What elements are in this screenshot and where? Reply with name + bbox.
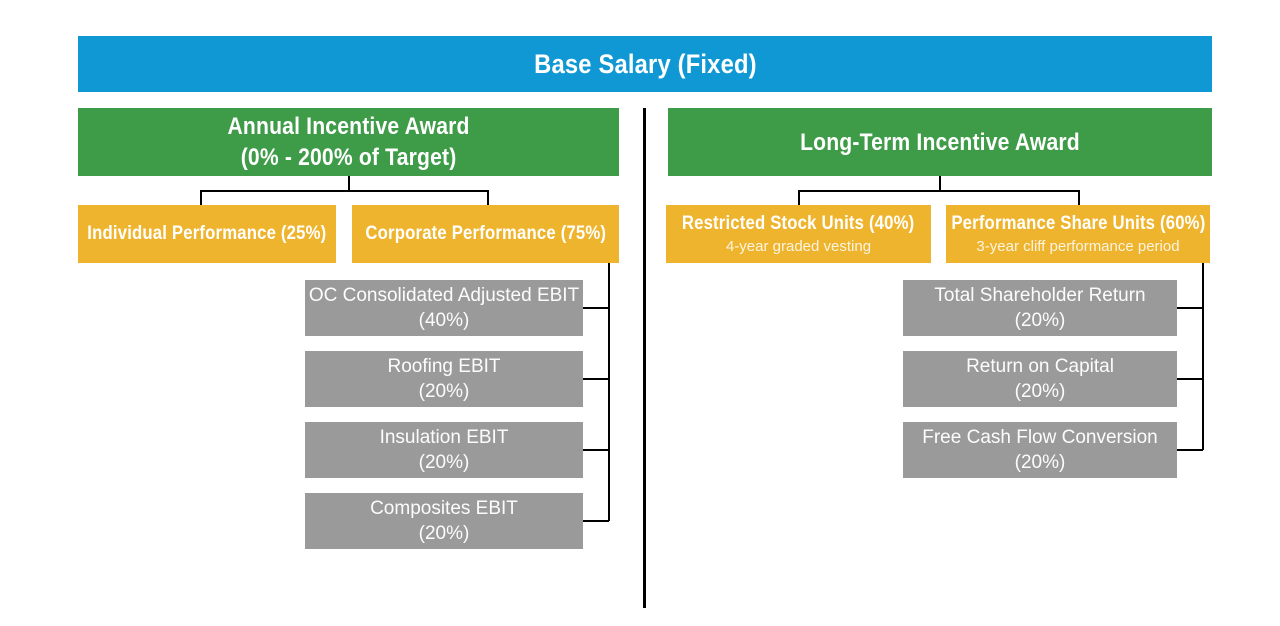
connector-line xyxy=(798,190,800,205)
metric-weight: (20%) xyxy=(418,452,470,473)
connector-line xyxy=(487,190,489,205)
metric-label: Roofing EBIT xyxy=(387,356,501,377)
metric-weight: (20%) xyxy=(418,523,470,544)
metric-box-total-shareholder-return: Total Shareholder Return (20%) xyxy=(903,280,1177,336)
connector-line xyxy=(1177,378,1203,380)
metric-box-roofing-ebit: Roofing EBIT (20%) xyxy=(305,351,583,407)
corporate-performance-box: Corporate Performance (75%) xyxy=(352,205,619,263)
individual-performance-box: Individual Performance (25%) xyxy=(78,205,336,263)
metric-weight: (20%) xyxy=(1014,381,1066,402)
connector-line xyxy=(200,190,202,205)
metric-label: Total Shareholder Return xyxy=(934,285,1146,306)
metric-weight: (20%) xyxy=(1014,310,1066,331)
metric-box-free-cash-flow-conversion: Free Cash Flow Conversion (20%) xyxy=(903,422,1177,478)
restricted-stock-units-box: Restricted Stock Units (40%) 4-year grad… xyxy=(666,205,931,263)
restricted-stock-units-label: Restricted Stock Units (40%) xyxy=(682,213,915,234)
performance-share-units-label: Performance Share Units (60%) xyxy=(950,213,1206,234)
connector-line xyxy=(1177,307,1203,309)
base-salary-label: Base Salary (Fixed) xyxy=(533,48,757,79)
metric-box-composites-ebit: Composites EBIT (20%) xyxy=(305,493,583,549)
long-term-incentive-award-box: Long-Term Incentive Award xyxy=(668,108,1212,176)
connector-line xyxy=(583,378,609,380)
connector-line xyxy=(200,190,488,192)
metric-box-oc-consolidated-adjusted-ebit: OC Consolidated Adjusted EBIT (40%) xyxy=(305,280,583,336)
metric-label: Composites EBIT xyxy=(370,498,518,519)
connector-line xyxy=(798,190,1078,192)
metric-label: Insulation EBIT xyxy=(379,427,509,448)
annual-incentive-award-box: Annual Incentive Award (0% - 200% of Tar… xyxy=(78,108,619,176)
annual-incentive-subtitle: (0% - 200% of Target) xyxy=(240,144,457,171)
section-divider-line xyxy=(643,108,646,608)
connector-line xyxy=(583,307,609,309)
connector-line xyxy=(583,520,609,522)
base-salary-bar: Base Salary (Fixed) xyxy=(78,36,1212,92)
metric-weight: (20%) xyxy=(418,381,470,402)
metric-box-return-on-capital: Return on Capital (20%) xyxy=(903,351,1177,407)
metric-label: Free Cash Flow Conversion xyxy=(922,427,1158,448)
metric-box-insulation-ebit: Insulation EBIT (20%) xyxy=(305,422,583,478)
connector-line xyxy=(1078,190,1080,205)
performance-share-units-box: Performance Share Units (60%) 3-year cli… xyxy=(946,205,1210,263)
long-term-incentive-title: Long-Term Incentive Award xyxy=(800,128,1080,156)
performance-share-units-sub: 3-year cliff performance period xyxy=(976,238,1180,255)
connector-line xyxy=(583,449,609,451)
individual-performance-label: Individual Performance (25%) xyxy=(87,223,327,244)
metric-label: OC Consolidated Adjusted EBIT xyxy=(308,285,580,306)
metric-weight: (40%) xyxy=(418,310,470,331)
corporate-performance-label: Corporate Performance (75%) xyxy=(365,223,606,244)
metric-weight: (20%) xyxy=(1014,452,1066,473)
restricted-stock-units-sub: 4-year graded vesting xyxy=(725,238,872,255)
connector-line xyxy=(348,176,350,191)
connector-line xyxy=(939,176,941,191)
connector-line xyxy=(1177,449,1203,451)
connector-line xyxy=(608,263,610,521)
annual-incentive-title: Annual Incentive Award xyxy=(227,113,470,140)
metric-label: Return on Capital xyxy=(966,356,1114,377)
connector-line xyxy=(1202,263,1204,450)
